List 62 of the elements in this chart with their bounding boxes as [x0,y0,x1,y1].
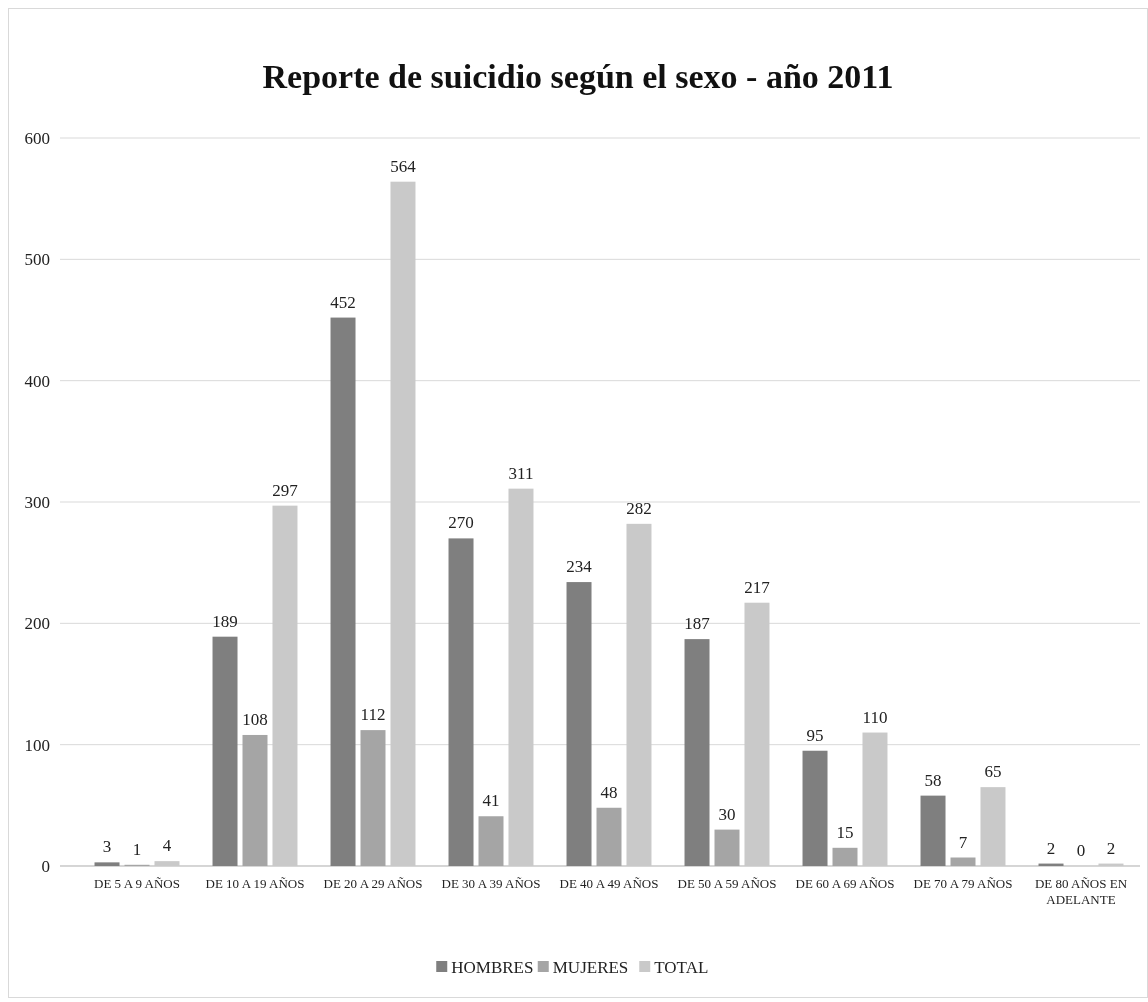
y-tick-label: 200 [24,614,50,634]
data-label: 3 [102,837,112,857]
data-label: 282 [626,498,652,518]
bar [684,639,710,866]
x-tick-label: DE 5 A 9 AÑOS [94,876,180,891]
data-label: 58 [924,770,942,790]
legend-label: TOTAL [654,958,709,977]
y-tick-label: 100 [24,735,50,755]
data-label: 15 [836,822,854,842]
y-tick-label: 400 [24,371,50,391]
data-label: 0 [1076,841,1086,860]
data-label: 217 [744,577,771,597]
data-label: 110 [862,707,888,727]
y-tick-label: 600 [24,129,50,148]
bar [920,795,946,866]
y-tick-label: 0 [41,857,50,876]
data-label: 1 [132,839,142,859]
bar [802,750,828,866]
data-label: 2 [1106,838,1116,858]
data-label: 65 [984,762,1002,782]
y-tick-label: 500 [24,250,50,270]
x-tick-label: DE 40 A 49 AÑOS [559,876,659,891]
bar [566,582,592,866]
data-label: 48 [600,782,618,802]
x-tick-label: DE 10 A 19 AÑOS [205,876,305,891]
bar [212,636,238,866]
legend-label: MUJERES [552,958,629,977]
bar [950,857,976,866]
data-label: 30 [718,804,736,824]
data-label: 270 [448,513,474,533]
data-label: 2 [1046,838,1056,858]
x-tick-label: DE 70 A 79 AÑOS [913,876,1013,891]
data-label: 41 [482,791,500,811]
x-tick-label: DE 60 A 69 AÑOS [795,876,895,891]
data-label: 189 [212,611,238,631]
data-label: 297 [272,480,299,500]
bar [832,847,858,866]
bar [94,862,120,866]
data-label: 7 [958,832,968,852]
x-tick-label: DE 20 A 29 AÑOS [323,876,423,891]
data-label: 311 [508,463,534,483]
x-tick-label: DE 30 A 39 AÑOS [441,876,541,891]
data-label: 187 [684,614,711,634]
data-label: 564 [390,156,417,176]
data-label: 95 [806,725,824,745]
data-label: 452 [330,292,356,312]
bar [360,730,386,866]
data-label: 112 [360,705,386,725]
bar [596,807,622,866]
data-label: 234 [566,557,593,577]
bar [242,734,268,866]
data-label: 4 [162,836,172,856]
bar [714,829,740,866]
bar [448,538,474,866]
legend-label: HOMBRES [451,958,534,977]
bar [478,816,504,866]
x-tick-label: DE 50 A 59 AÑOS [677,876,777,891]
bar [330,317,356,866]
x-tick-label: DE 80 AÑOS EN ADELANTE [1034,876,1128,907]
data-label: 108 [242,709,268,729]
chart-title: Reporte de suicidio según el sexo - año 2011 [262,58,894,95]
y-tick-label: 300 [24,493,50,512]
